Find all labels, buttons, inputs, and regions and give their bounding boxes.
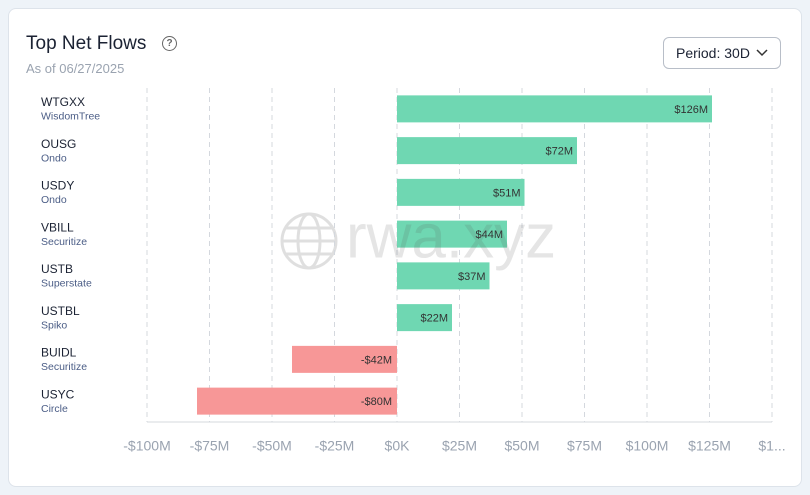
value-label: $22M xyxy=(420,313,448,325)
category-label: USTB xyxy=(41,262,73,276)
bar xyxy=(397,137,577,165)
value-label: $37M xyxy=(458,271,486,283)
x-tick-label: -$100M xyxy=(123,438,170,454)
issuer-label: Superstate xyxy=(41,278,92,290)
category-label: USDY xyxy=(41,179,74,193)
bar xyxy=(397,220,507,248)
issuer-label: Spiko xyxy=(41,319,67,331)
watermark-globe xyxy=(280,212,338,270)
x-tick-label: -$75M xyxy=(190,438,230,454)
value-label: -$42M xyxy=(361,354,392,366)
chevron xyxy=(756,49,768,57)
period-label: Period: 30D xyxy=(676,45,750,61)
value-label: $126M xyxy=(674,104,708,116)
bar xyxy=(397,262,490,290)
category-label: BUIDL xyxy=(41,346,77,360)
bar xyxy=(397,304,452,332)
bar xyxy=(397,95,712,123)
category-label: WTGXX xyxy=(41,95,85,109)
issuer-label: WisdomTree xyxy=(41,111,100,123)
issuer-label: Securitize xyxy=(41,361,87,373)
period-button[interactable]: Period: 30D xyxy=(663,37,781,69)
subtitle: As of 06/27/2025 xyxy=(26,61,125,76)
issuer-label: Circle xyxy=(41,403,68,415)
x-tick-label: $1... xyxy=(758,438,785,454)
value-label: $51M xyxy=(493,187,521,199)
x-tick-label: -$50M xyxy=(252,438,292,454)
title: Top Net Flows xyxy=(26,33,147,54)
value-label: $44M xyxy=(475,229,503,241)
x-tick-label: $75M xyxy=(567,438,602,454)
bar xyxy=(292,345,397,373)
category-label: VBILL xyxy=(41,220,74,234)
category-label: USTBL xyxy=(41,304,80,318)
category-label: OUSG xyxy=(41,137,76,151)
x-tick-label: -$25M xyxy=(315,438,355,454)
value-label: -$80M xyxy=(361,396,392,408)
help-icon[interactable]: ? xyxy=(162,36,177,51)
x-tick-label: $50M xyxy=(504,438,539,454)
x-tick-label: $125M xyxy=(688,438,731,454)
x-tick-label: $100M xyxy=(626,438,669,454)
category-label: USYC xyxy=(41,387,75,401)
x-tick-label: $0K xyxy=(385,438,411,454)
x-tick-label: $25M xyxy=(442,438,477,454)
issuer-label: Ondo xyxy=(41,194,67,206)
issuer-label: Ondo xyxy=(41,152,67,164)
bar xyxy=(397,178,525,206)
issuer-label: Securitize xyxy=(41,236,87,248)
bar xyxy=(197,387,397,415)
watermark: rwa.xyz xyxy=(346,202,556,271)
value-label: $72M xyxy=(545,146,573,158)
